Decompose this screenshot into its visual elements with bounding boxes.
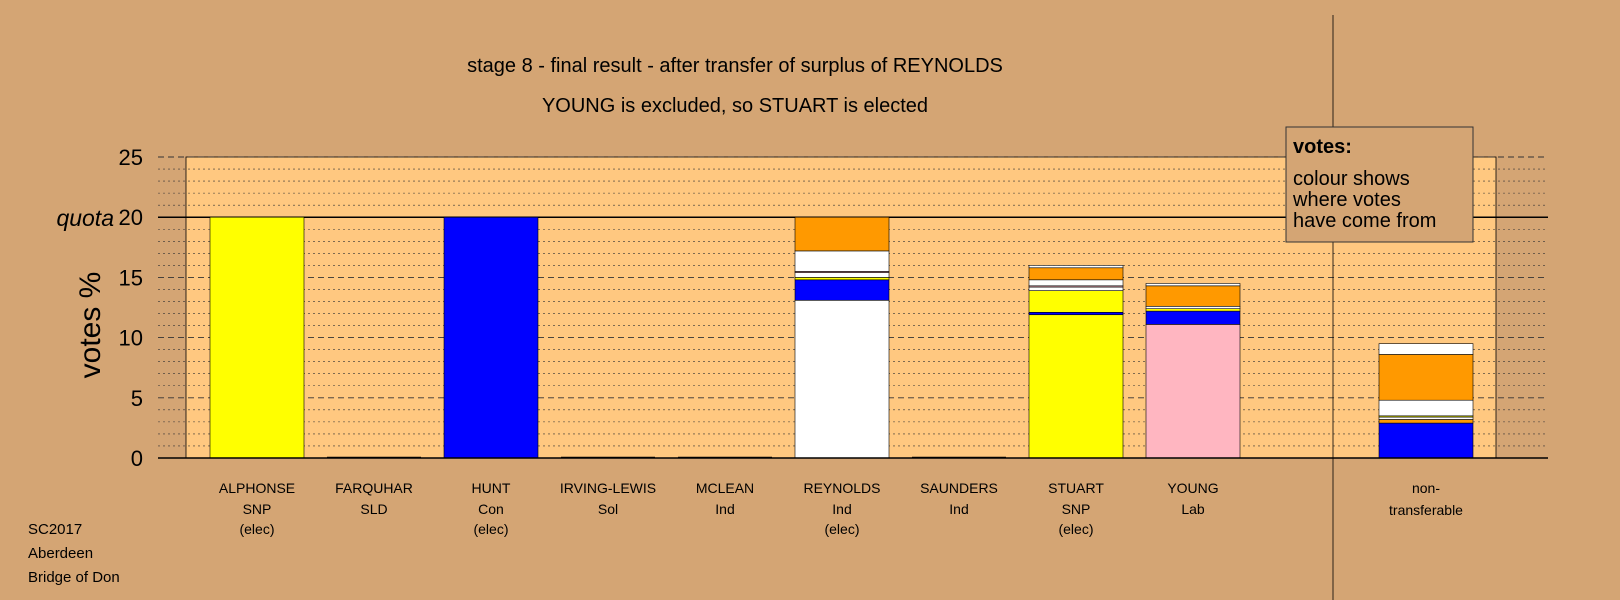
candidate-name: ALPHONSE <box>219 480 295 496</box>
footer-ward: Bridge of Don <box>28 569 120 586</box>
candidate-name: FARQUHAR <box>335 480 413 496</box>
y-tick-label: 10 <box>119 326 143 351</box>
x-axis-labels: ALPHONSE SNP (elec) FARQUHAR SLD HUNT Con (elec… <box>219 480 1463 537</box>
bar-segment <box>1378 343 1474 355</box>
nontransferable-label: non- <box>1412 480 1440 496</box>
bar-segment <box>1028 267 1124 281</box>
bar-segment <box>1378 399 1474 417</box>
bar-segment <box>1378 422 1474 459</box>
candidate-name: SAUNDERS <box>920 480 998 496</box>
y-axis: 0 5 10 15 20 25 <box>119 145 1548 471</box>
bar-segment <box>794 299 890 459</box>
candidate-party: Lab <box>1181 501 1205 517</box>
candidate-name: HUNT <box>472 480 511 496</box>
bars <box>209 216 1474 459</box>
footer-council: Aberdeen <box>28 545 94 562</box>
bar-segment <box>794 272 890 278</box>
bar-segment <box>1145 324 1241 459</box>
bar-segment <box>794 250 890 272</box>
bar-segment <box>1028 314 1124 459</box>
legend-box: votes: colour shows where votes have com… <box>1285 126 1474 243</box>
candidate-name: REYNOLDS <box>803 480 880 496</box>
y-tick-label: 5 <box>131 386 143 411</box>
candidate-status: (elec) <box>1058 521 1093 537</box>
legend-title: votes: <box>1293 136 1352 158</box>
y-tick-label: 15 <box>119 265 143 290</box>
legend-line-2: where votes <box>1292 189 1401 211</box>
bar-segment <box>1145 283 1241 287</box>
candidate-status: (elec) <box>473 521 508 537</box>
bar-segment <box>443 216 539 459</box>
candidate-name: IRVING-LEWIS <box>560 480 656 496</box>
y-tick-label: 20 <box>119 205 143 230</box>
candidate-party: SNP <box>243 501 272 517</box>
bar-segment <box>794 216 890 252</box>
bar-segment <box>1028 279 1124 287</box>
quota-label: quota <box>56 205 114 231</box>
bar-segment <box>1028 286 1124 291</box>
nontransferable-label: transferable <box>1389 502 1463 518</box>
candidate-status: (elec) <box>239 521 274 537</box>
legend-line-3: have come from <box>1293 210 1436 232</box>
candidate-party: SLD <box>360 501 387 517</box>
y-tick-label: 0 <box>131 446 143 471</box>
candidate-name: STUART <box>1048 480 1104 496</box>
bar-segment <box>1378 419 1474 424</box>
candidate-name: YOUNG <box>1167 480 1218 496</box>
candidate-name: MCLEAN <box>696 480 754 496</box>
bar-segment <box>1145 308 1241 312</box>
candidate-party: Ind <box>715 501 734 517</box>
candidate-party: Ind <box>832 501 851 517</box>
candidate-party: Con <box>478 501 504 517</box>
candidate-status: (elec) <box>824 521 859 537</box>
y-tick-label: 25 <box>119 145 143 170</box>
bar-segment <box>794 277 890 281</box>
footer: SC2017 Aberdeen Bridge of Don <box>28 518 120 590</box>
bar-segment <box>209 216 305 459</box>
y-axis-label: votes % <box>74 272 107 379</box>
bar-segment <box>1028 312 1124 316</box>
chart-subtitle: YOUNG is excluded, so STUART is elected <box>542 95 928 117</box>
bar-segment <box>1028 290 1124 313</box>
chart-title: stage 8 - final result - after transfer … <box>467 55 1003 77</box>
candidate-party: Sol <box>598 501 618 517</box>
bar-segment <box>1028 265 1124 269</box>
candidate-party: SNP <box>1062 501 1091 517</box>
footer-election: SC2017 <box>28 521 83 538</box>
bar-segment <box>794 279 890 301</box>
bar-segment <box>1145 285 1241 307</box>
legend-line-1: colour shows <box>1293 168 1410 190</box>
bar-segment <box>1378 354 1474 401</box>
bar-segment <box>1145 310 1241 325</box>
bar-segment <box>1378 416 1474 420</box>
candidate-party: Ind <box>949 501 968 517</box>
bar-segment <box>1145 305 1241 310</box>
